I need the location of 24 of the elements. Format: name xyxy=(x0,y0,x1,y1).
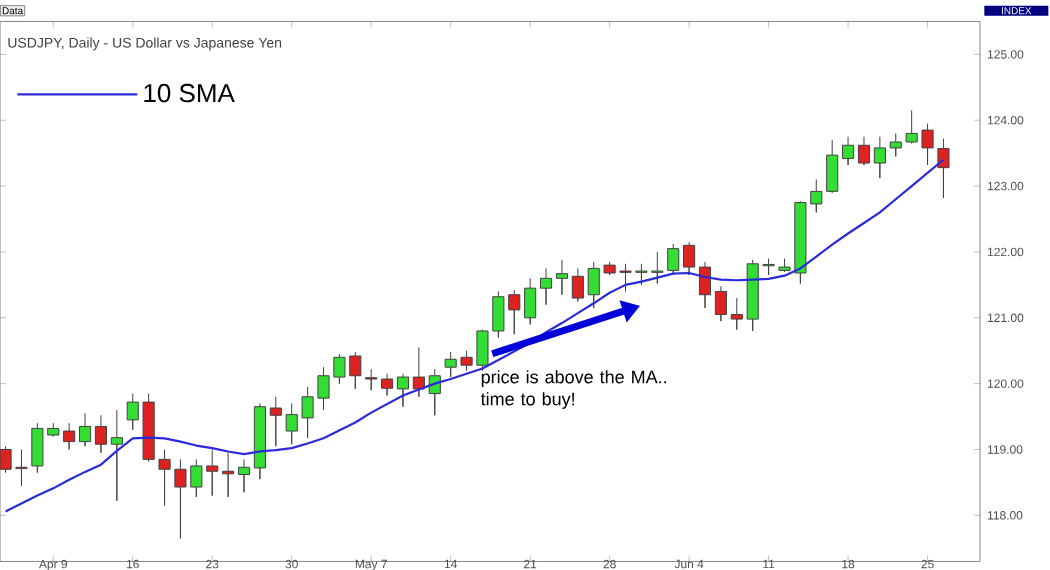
candlestick xyxy=(222,452,235,498)
candlestick xyxy=(714,285,727,322)
candlestick xyxy=(857,136,871,166)
candlestick xyxy=(683,241,696,276)
candlestick xyxy=(365,368,378,391)
candlestick xyxy=(237,458,251,493)
annotation: price is above the MA.. time to buy! xyxy=(480,370,667,409)
candlestick xyxy=(826,139,839,194)
candlestick xyxy=(396,373,410,408)
candlestick xyxy=(873,136,886,179)
candlestick xyxy=(842,136,855,166)
candlestick xyxy=(63,422,76,450)
candlestick xyxy=(539,267,553,306)
candlestick xyxy=(698,261,712,309)
candlestick xyxy=(253,402,266,480)
candlestick xyxy=(524,277,537,325)
candlestick xyxy=(110,409,123,502)
candlestick xyxy=(412,346,425,398)
legend-label: 10 SMA xyxy=(144,83,235,103)
candlestick xyxy=(94,414,108,454)
candlestick xyxy=(571,267,584,302)
candlestick xyxy=(381,373,394,396)
candlestick xyxy=(555,259,568,296)
candlestick xyxy=(78,412,92,447)
